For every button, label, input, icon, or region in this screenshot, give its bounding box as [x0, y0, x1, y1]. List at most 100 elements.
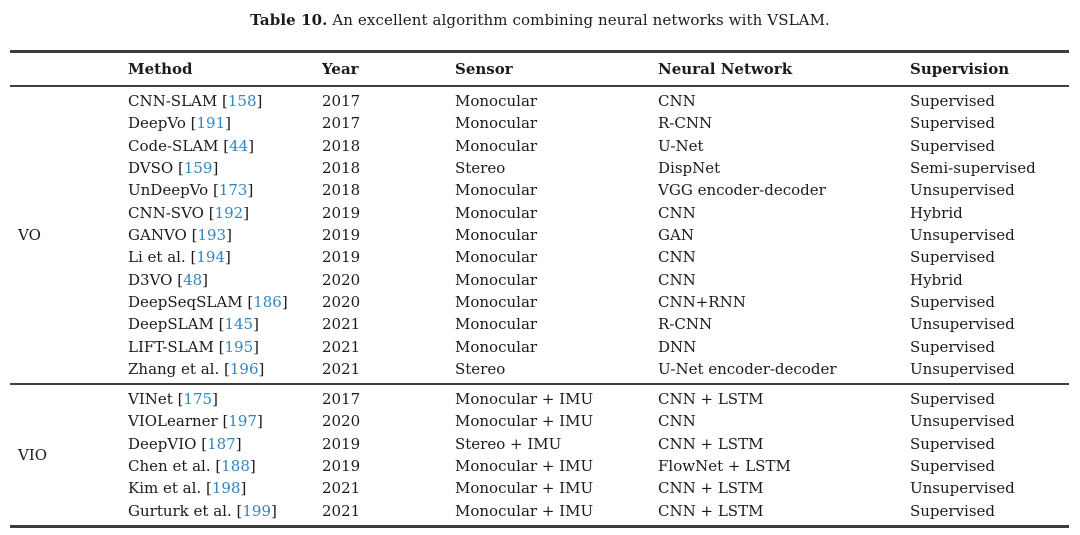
- method-name: DVSO: [128, 159, 174, 178]
- citation-link[interactable]: 175: [178, 390, 218, 408]
- neural-network-cell: VGG encoder-decoder: [658, 181, 826, 200]
- supervision-cell: Supervised: [910, 114, 996, 133]
- citation-link[interactable]: 193: [192, 226, 232, 244]
- year-cell: 2019: [322, 434, 361, 453]
- year-cell: 2020: [322, 292, 361, 311]
- section-rows: VINet 175 2017 Monocular + IMU CNN + LST…: [128, 385, 1069, 525]
- citation-link[interactable]: 192: [209, 204, 249, 222]
- citation-number: 48: [183, 270, 203, 289]
- method-name: VINet: [128, 390, 173, 409]
- citation-link[interactable]: 159: [178, 159, 218, 177]
- supervision-cell: Semi-supervised: [910, 159, 1036, 178]
- method-name: CNN-SLAM: [128, 92, 218, 111]
- citation-link[interactable]: 194: [191, 248, 231, 266]
- method-cell: DeepVIO 187: [128, 435, 322, 453]
- citation-number: 196: [229, 359, 259, 378]
- method-cell: LIFT-SLAM 195: [128, 338, 322, 356]
- citation-link[interactable]: 186: [247, 293, 287, 311]
- sensor-cell: Monocular + IMU: [455, 390, 594, 409]
- table-row: GANVO 193 2019 Monocular GAN Unsupervise…: [128, 224, 1069, 246]
- sensor-cell: Monocular + IMU: [455, 479, 594, 498]
- neural-network-cell: CNN+RNN: [658, 292, 746, 311]
- citation-number: 198: [211, 479, 241, 498]
- neural-network-cell: U-Net encoder-decoder: [658, 359, 837, 378]
- citation-number: 175: [183, 390, 213, 409]
- citation-link[interactable]: 199: [237, 502, 277, 520]
- neural-network-cell: CNN: [658, 248, 696, 267]
- table-body: VO CNN-SLAM 158 2017 Monocular CNN Super…: [10, 87, 1069, 525]
- sensor-cell: Stereo + IMU: [455, 434, 562, 453]
- supervision-cell: Supervised: [910, 457, 996, 476]
- sensor-cell: Monocular: [455, 226, 538, 245]
- sensor-cell: Monocular: [455, 337, 538, 356]
- citation-link[interactable]: 191: [191, 114, 231, 132]
- supervision-cell: Unsupervised: [910, 412, 1015, 431]
- neural-network-cell: CNN + LSTM: [658, 479, 764, 498]
- neural-network-cell: R-CNN: [658, 114, 713, 133]
- table-row: DeepSLAM 145 2021 Monocular R-CNN Unsupe…: [128, 313, 1069, 335]
- citation-link[interactable]: 173: [213, 181, 253, 199]
- supervision-cell: Supervised: [910, 434, 996, 453]
- year-cell: 2018: [322, 159, 361, 178]
- method-cell: D3VO 48: [128, 271, 322, 289]
- table-row: CNN-SLAM 158 2017 Monocular CNN Supervis…: [128, 90, 1069, 112]
- method-cell: DVSO 159: [128, 159, 322, 177]
- table-row: Code-SLAM 44 2018 Monocular U-Net Superv…: [128, 135, 1069, 157]
- supervision-cell: Supervised: [910, 390, 996, 409]
- method-cell: Zhang et al. 196: [128, 360, 322, 378]
- sensor-cell: Monocular: [455, 181, 538, 200]
- neural-network-cell: R-CNN: [658, 315, 713, 334]
- method-name: GANVO: [128, 226, 187, 245]
- sensor-cell: Monocular: [455, 315, 538, 334]
- sensor-cell: Monocular: [455, 136, 538, 155]
- citation-link[interactable]: 187: [201, 435, 241, 453]
- table-row: UnDeepVo 173 2018 Monocular VGG encoder-…: [128, 179, 1069, 201]
- citation-link[interactable]: 145: [219, 315, 259, 333]
- citation-link[interactable]: 158: [222, 92, 262, 110]
- citation-number: 191: [196, 114, 226, 133]
- table-row: Kim et al. 198 2021 Monocular + IMU CNN …: [128, 477, 1069, 499]
- citation-link[interactable]: 198: [206, 479, 246, 497]
- method-cell: Code-SLAM 44: [128, 137, 322, 155]
- neural-network-cell: CNN + LSTM: [658, 501, 764, 520]
- method-cell: DeepSeqSLAM 186: [128, 293, 322, 311]
- year-cell: 2021: [322, 501, 361, 520]
- supervision-cell: Unsupervised: [910, 226, 1015, 245]
- method-cell: Li et al. 194: [128, 248, 322, 266]
- table-caption: Table 10. An excellent algorithm combini…: [0, 11, 1080, 29]
- neural-network-cell: GAN: [658, 226, 694, 245]
- citation-number: 197: [228, 412, 257, 431]
- table-header-row: Method Year Sensor Neural Network Superv…: [10, 53, 1069, 87]
- citation-link[interactable]: 44: [223, 137, 254, 155]
- citation-link[interactable]: 188: [215, 457, 255, 475]
- method-cell: Chen et al. 188: [128, 457, 322, 475]
- citation-link[interactable]: 196: [224, 360, 264, 378]
- citation-link[interactable]: 197: [223, 412, 263, 430]
- table-row: Zhang et al. 196 2021 Stereo U-Net encod…: [128, 358, 1069, 380]
- citation-link[interactable]: 195: [219, 338, 259, 356]
- supervision-cell: Unsupervised: [910, 479, 1015, 498]
- table-row: VINet 175 2017 Monocular + IMU CNN + LST…: [128, 388, 1069, 410]
- citation-link[interactable]: 48: [177, 271, 208, 289]
- vslam-table: Method Year Sensor Neural Network Superv…: [10, 50, 1069, 528]
- method-name: Zhang et al.: [128, 359, 220, 378]
- section-rows: CNN-SLAM 158 2017 Monocular CNN Supervis…: [128, 87, 1069, 383]
- year-cell: 2017: [322, 92, 361, 111]
- neural-network-cell: CNN + LSTM: [658, 434, 764, 453]
- method-cell: GANVO 193: [128, 226, 322, 244]
- table-section: VIO VINet 175 2017 Monocular + IMU CNN +…: [10, 385, 1069, 525]
- supervision-cell: Unsupervised: [910, 315, 1015, 334]
- supervision-cell: Unsupervised: [910, 181, 1015, 200]
- year-cell: 2018: [322, 136, 361, 155]
- method-name: LIFT-SLAM: [128, 337, 214, 356]
- citation-number: 159: [183, 159, 213, 178]
- neural-network-cell: FlowNet + LSTM: [658, 457, 791, 476]
- sensor-cell: Monocular + IMU: [455, 457, 594, 476]
- method-cell: DeepSLAM 145: [128, 315, 322, 333]
- table-row: Gurturk et al. 199 2021 Monocular + IMU …: [128, 500, 1069, 522]
- supervision-cell: Unsupervised: [910, 359, 1015, 378]
- section-group-label: VO: [18, 226, 41, 244]
- sensor-cell: Monocular + IMU: [455, 501, 594, 520]
- table-row: DVSO 159 2018 Stereo DispNet Semi-superv…: [128, 157, 1069, 179]
- sensor-cell: Stereo: [455, 359, 506, 378]
